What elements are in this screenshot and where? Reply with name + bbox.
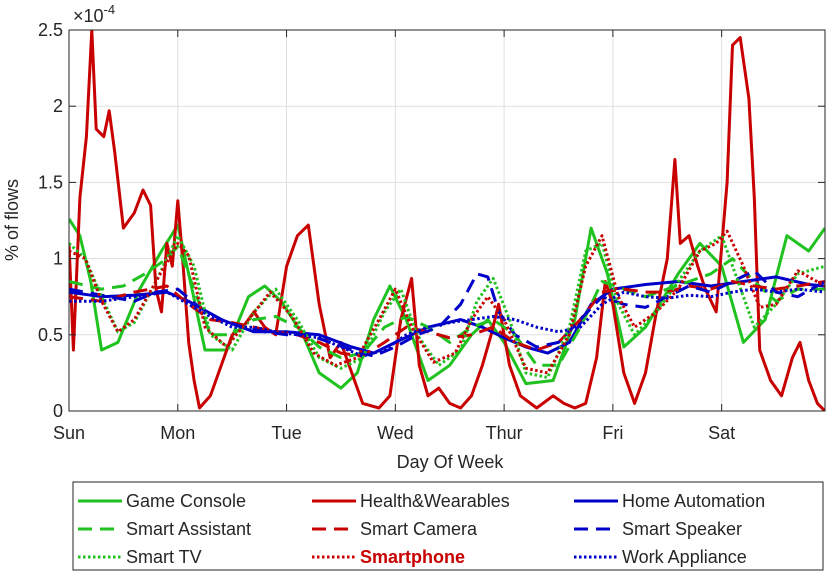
legend-label: Smart Camera <box>360 519 478 539</box>
legend-label: Smart Speaker <box>622 519 742 539</box>
x-tick-label: Wed <box>377 423 414 443</box>
x-tick-label: Sat <box>708 423 735 443</box>
series-line-smart-tv <box>69 234 825 379</box>
legend-label: Smart TV <box>126 547 202 567</box>
legend-label: Work Appliance <box>622 547 747 567</box>
y-tick-label: 0 <box>53 401 63 421</box>
x-axis-label: Day Of Week <box>397 452 505 472</box>
y-tick-label: 1.5 <box>38 172 63 192</box>
legend-box <box>72 481 824 571</box>
legend-label: Home Automation <box>622 491 765 511</box>
x-tick-label: Fri <box>602 423 623 443</box>
x-axis: Sun Mon Tue Wed Thur Fri Sat <box>53 30 735 443</box>
y-tick-label: 2 <box>53 96 63 116</box>
x-tick-label: Sun <box>53 423 85 443</box>
legend-label: Game Console <box>126 491 246 511</box>
legend-label: Smartphone <box>360 547 465 567</box>
series-line-smartphone <box>69 229 825 375</box>
exponent-power: -4 <box>104 2 116 17</box>
x-tick-label: Tue <box>271 423 301 443</box>
exponent-base: ×10 <box>73 6 104 26</box>
x-tick-label: Mon <box>160 423 195 443</box>
series-line-smart-assistant <box>69 244 825 367</box>
legend: Game Console Health&Wearables Home Automat… <box>72 481 824 571</box>
plot-frame <box>68 29 826 412</box>
y-tick-label: 1 <box>53 249 63 269</box>
legend-label: Smart Assistant <box>126 519 251 539</box>
legend-label: Health&Wearables <box>360 491 510 511</box>
series-line-smart-speaker <box>69 269 825 358</box>
y-axis: 0 0.5 1 1.5 2 2.5 <box>38 20 825 421</box>
series-line-work-appliance <box>69 287 825 358</box>
series-line-game-console <box>69 218 825 390</box>
y-tick-label: 2.5 <box>38 20 63 40</box>
exponent-label: ×10-4 <box>73 2 115 26</box>
series-layer <box>69 30 825 411</box>
y-axis-label: % of flows <box>2 179 22 261</box>
x-tick-label: Thur <box>486 423 523 443</box>
series-line-health-wearables <box>69 30 825 411</box>
y-tick-label: 0.5 <box>38 325 63 345</box>
series-line-home-automation <box>69 275 825 355</box>
